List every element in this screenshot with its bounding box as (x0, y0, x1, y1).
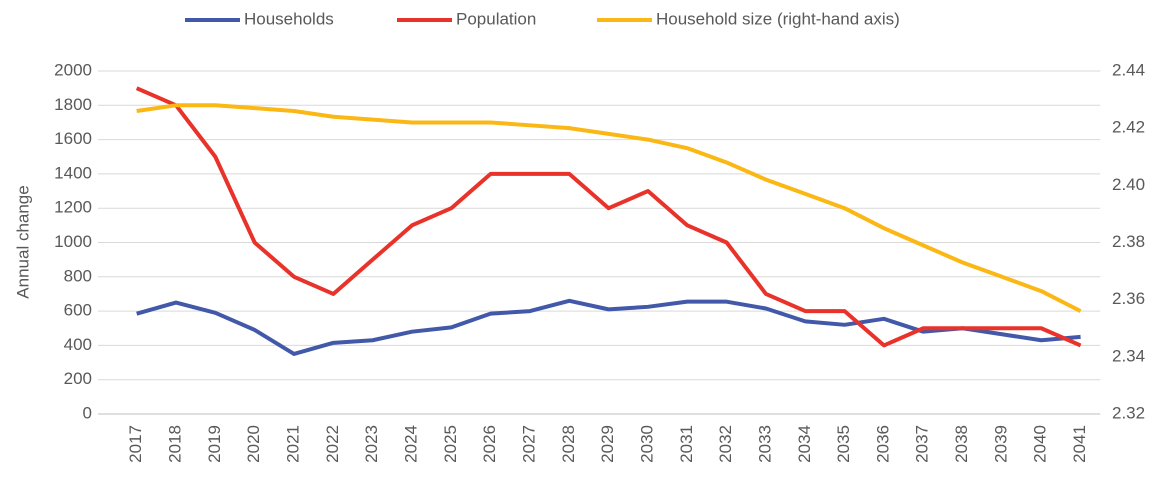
x-tick-label: 2032 (716, 425, 735, 463)
x-tick-label: 2041 (1070, 425, 1089, 463)
y-tick-label: 2000 (54, 60, 92, 79)
x-tick-label: 2020 (244, 425, 263, 463)
x-tick-label: 2040 (1031, 425, 1050, 463)
x-tick-label: 2021 (283, 425, 302, 463)
y-tick-label: 800 (64, 266, 92, 285)
y-axis-label: Annual change (13, 185, 32, 298)
x-tick-label: 2039 (991, 425, 1010, 463)
y-tick-label: 0 (83, 403, 92, 422)
y2-tick-label: 2.32 (1112, 403, 1145, 422)
y-tick-label: 200 (64, 369, 92, 388)
x-tick-label: 2038 (952, 425, 971, 463)
series-line (135, 86, 1082, 348)
legend-label: Households (244, 9, 334, 28)
y-tick-label: 1400 (54, 163, 92, 182)
x-tick-label: 2031 (677, 425, 696, 463)
y-tick-label: 600 (64, 301, 92, 320)
x-tick-label: 2026 (480, 425, 499, 463)
y2-tick-label: 2.38 (1112, 232, 1145, 251)
x-tick-label: 2030 (637, 425, 656, 463)
x-tick-label: 2029 (598, 425, 617, 463)
x-tick-label: 2024 (401, 425, 420, 463)
x-tick-label: 2028 (559, 425, 578, 463)
x-tick-label: 2025 (441, 425, 460, 463)
y2-tick-label: 2.36 (1112, 289, 1145, 308)
legend-label: Population (456, 9, 536, 28)
x-tick-label: 2023 (362, 425, 381, 463)
legend-label: Household size (right-hand axis) (656, 9, 900, 28)
y2-tick-label: 2.34 (1112, 346, 1145, 365)
y2-tick-label: 2.40 (1112, 175, 1145, 194)
x-tick-label: 2019 (205, 425, 224, 463)
x-tick-label: 2034 (795, 425, 814, 463)
x-tick-label: 2035 (834, 425, 853, 463)
series-line (136, 298, 1081, 356)
x-tick-label: 2036 (873, 425, 892, 463)
x-tick-label: 2027 (519, 425, 538, 463)
x-tick-label: 2033 (755, 425, 774, 463)
y-tick-label: 400 (64, 335, 92, 354)
y2-tick-label: 2.44 (1112, 60, 1145, 79)
y-tick-label: 1800 (54, 95, 92, 114)
series-line (136, 103, 1082, 313)
x-tick-label: 2018 (165, 425, 184, 463)
x-tick-label: 2017 (126, 425, 145, 463)
y-tick-label: 1200 (54, 198, 92, 217)
x-tick-label: 2037 (913, 425, 932, 463)
y-tick-label: 1000 (54, 232, 92, 251)
y-tick-label: 1600 (54, 129, 92, 148)
y2-tick-label: 2.42 (1112, 118, 1145, 137)
x-tick-label: 2022 (323, 425, 342, 463)
